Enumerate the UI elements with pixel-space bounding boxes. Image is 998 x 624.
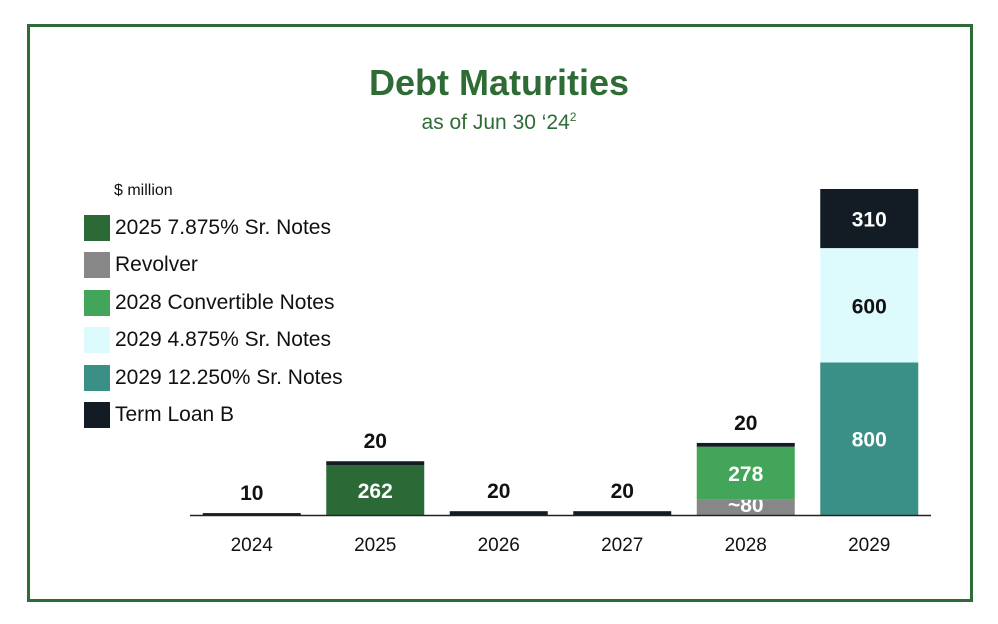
x-tick-label-2026: 2026: [478, 535, 520, 556]
data-label-2028-convertible-notes-2028: 278: [728, 463, 763, 486]
bar-term-loan-b-2025: [326, 461, 425, 466]
subtitle-footnote-marker: 2: [569, 110, 577, 124]
legend-label: 2029 4.875% Sr. Notes: [115, 328, 331, 352]
data-label-term-loan-b-2024: 10: [240, 482, 263, 505]
legend-swatch: [84, 289, 110, 316]
data-label-2029-12-250-sr-notes-2029: 800: [852, 429, 887, 452]
legend-label: 2025 7.875% Sr. Notes: [115, 216, 331, 239]
data-label-term-loan-b-2025: 20: [364, 430, 387, 453]
x-tick-label-2029: 2029: [848, 535, 890, 556]
unit-label: $ million: [114, 182, 173, 199]
legend-swatch: [84, 401, 110, 428]
chart-title: Debt Maturities: [368, 62, 630, 103]
legend-swatch: [84, 215, 110, 241]
x-tick-label-2027: 2027: [601, 535, 643, 556]
bar-2029-12-250-sr-notes-2029: [820, 362, 919, 515]
bar-2025-7-875-sr-notes-2025: [326, 465, 425, 515]
x-tick-label-2028: 2028: [725, 535, 767, 556]
legend-label: 2028 Convertible Notes: [115, 290, 335, 314]
chart-subtitle: as of Jun 30 ‘242: [0, 110, 998, 135]
bar-term-loan-b-2026: [449, 511, 548, 515]
data-label-term-loan-b-2027: 20: [611, 480, 634, 503]
data-label-2025-7-875-sr-notes-2025: 262: [358, 480, 393, 503]
bar-term-loan-b-2029: [820, 189, 919, 249]
legend-label: Term Loan B: [115, 402, 235, 426]
data-label-term-loan-b-2029: 310: [852, 209, 887, 232]
data-label-2029-4-875-sr-notes-2029: 600: [852, 295, 887, 318]
x-tick-label-2024: 2024: [231, 535, 274, 556]
legend-swatch: [84, 327, 110, 354]
legend-swatch: [84, 364, 110, 391]
bar-2029-4-875-sr-notes-2029: [820, 248, 919, 363]
chart-frame: [27, 24, 973, 602]
subtitle-text: as of Jun 30 ‘24: [421, 111, 570, 134]
bar-term-loan-b-2024: [202, 513, 301, 515]
data-label-term-loan-b-2026: 20: [487, 480, 510, 503]
bar-term-loan-b-2027: [573, 511, 672, 515]
x-tick-label-2025: 2025: [354, 535, 396, 556]
legend-swatch: [84, 252, 110, 279]
bar-revolver-2028: [696, 499, 795, 515]
data-label-revolver-2028: ~80: [728, 494, 764, 517]
data-label-term-loan-b-2028: 20: [734, 412, 757, 435]
legend-label: Revolver: [115, 253, 198, 277]
bar-term-loan-b-2028: [696, 442, 795, 447]
bar-2028-convertible-notes-2028: [696, 446, 795, 500]
legend-label: 2029 12.250% Sr. Notes: [115, 365, 343, 389]
